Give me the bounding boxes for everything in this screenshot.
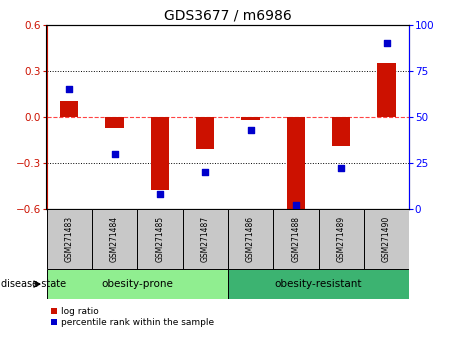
Point	[201, 169, 209, 175]
Bar	[332, 117, 350, 146]
Bar	[46, 269, 228, 299]
Text: GSM271489: GSM271489	[337, 216, 345, 262]
Point	[156, 191, 164, 197]
Text: GSM271490: GSM271490	[382, 216, 391, 262]
Text: GSM271488: GSM271488	[292, 216, 300, 262]
Text: GSM271486: GSM271486	[246, 216, 255, 262]
Bar	[137, 209, 182, 269]
Bar	[182, 209, 228, 269]
Point	[338, 166, 345, 171]
Legend: log ratio, percentile rank within the sample: log ratio, percentile rank within the sa…	[51, 307, 214, 327]
Bar	[228, 269, 409, 299]
Text: GSM271487: GSM271487	[201, 216, 210, 262]
Point	[66, 86, 73, 92]
Point	[247, 127, 254, 132]
Bar	[319, 209, 364, 269]
Bar	[378, 63, 396, 117]
Text: obesity-resistant: obesity-resistant	[275, 279, 362, 289]
Text: GSM271485: GSM271485	[155, 216, 164, 262]
Point	[111, 151, 118, 156]
Bar	[92, 209, 137, 269]
Point	[383, 40, 390, 46]
Text: GSM271484: GSM271484	[110, 216, 119, 262]
Bar	[364, 209, 409, 269]
Text: disease state: disease state	[1, 279, 66, 289]
Text: obesity-prone: obesity-prone	[101, 279, 173, 289]
Bar	[228, 209, 273, 269]
Bar	[46, 209, 92, 269]
Text: GSM271483: GSM271483	[65, 216, 73, 262]
Point	[292, 202, 299, 208]
Title: GDS3677 / m6986: GDS3677 / m6986	[164, 8, 292, 22]
Bar	[60, 102, 78, 117]
Bar	[196, 117, 214, 149]
Bar	[287, 117, 305, 212]
Bar	[273, 209, 319, 269]
Bar	[151, 117, 169, 190]
Bar	[106, 117, 124, 127]
Bar	[241, 117, 259, 120]
